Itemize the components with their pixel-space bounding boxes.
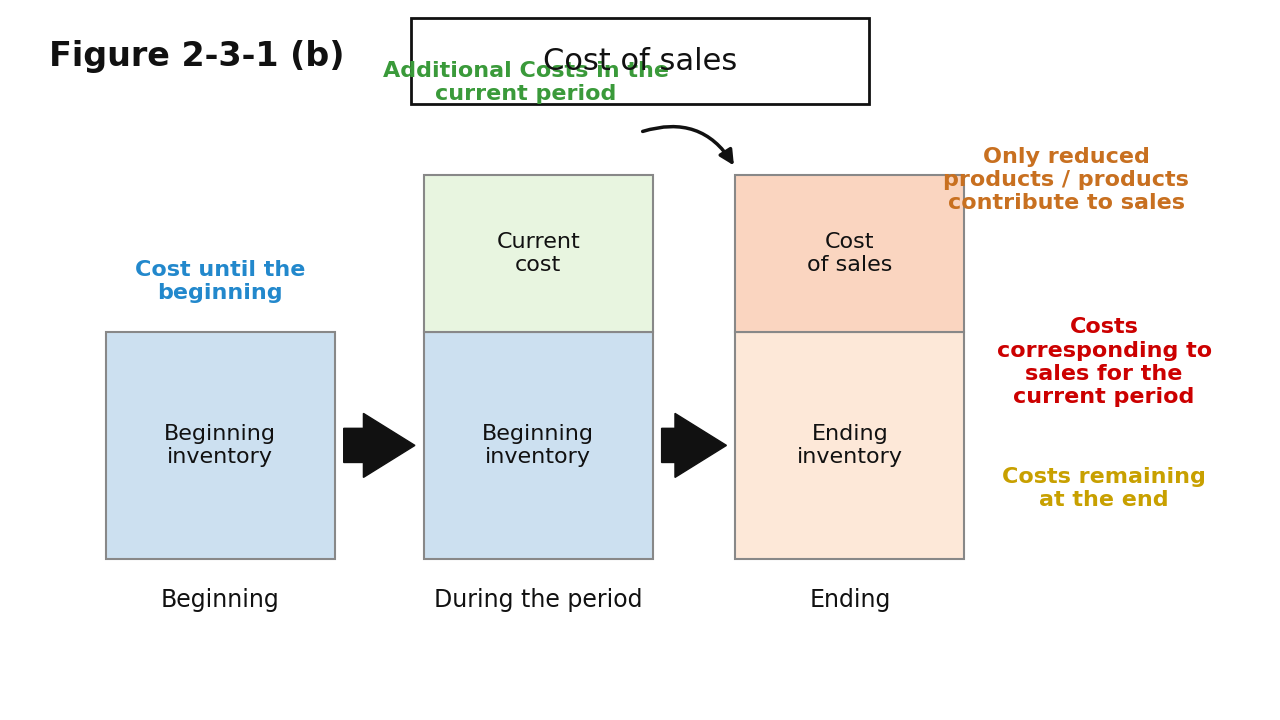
FancyBboxPatch shape [424,175,653,331]
Text: Beginning
inventory: Beginning inventory [483,424,594,467]
Text: Beginning
inventory: Beginning inventory [164,424,276,467]
Text: Ending
inventory: Ending inventory [797,424,902,467]
FancyBboxPatch shape [736,331,964,559]
Text: Cost
of sales: Cost of sales [808,232,892,275]
Text: Current
cost: Current cost [497,232,580,275]
Text: Cost until the
beginning: Cost until the beginning [136,260,306,303]
Text: Cost of sales: Cost of sales [543,47,737,76]
Text: Additional Costs in the
current period: Additional Costs in the current period [383,60,668,104]
Text: Figure 2-3-1 (b): Figure 2-3-1 (b) [49,40,344,73]
Polygon shape [662,413,727,477]
FancyArrowPatch shape [643,127,732,162]
Text: During the period: During the period [434,588,643,612]
Text: Costs
corresponding to
sales for the
current period: Costs corresponding to sales for the cur… [997,318,1212,407]
Text: Costs remaining
at the end: Costs remaining at the end [1002,467,1206,510]
FancyBboxPatch shape [106,331,335,559]
Text: Only reduced
products / products
contribute to sales: Only reduced products / products contrib… [943,146,1189,213]
FancyBboxPatch shape [411,19,869,104]
FancyBboxPatch shape [424,331,653,559]
Text: Ending: Ending [809,588,891,612]
FancyBboxPatch shape [736,175,964,331]
Text: Beginning: Beginning [161,588,280,612]
Polygon shape [344,413,415,477]
